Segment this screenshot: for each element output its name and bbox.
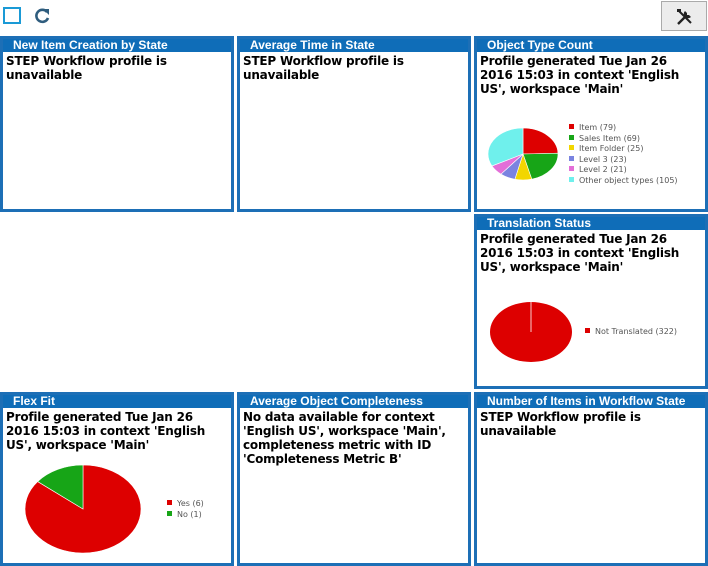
legend-item: Other object types (105)	[569, 176, 678, 187]
pie-slice	[522, 152, 559, 180]
legend-item: No (1)	[167, 510, 204, 521]
panel-title: Average Time in State	[240, 39, 468, 52]
chart-legend: Item (79) Sales Item (69) Item Folder (25)…	[569, 123, 678, 186]
panel-title: Translation Status	[477, 217, 705, 230]
legend-item: Yes (6)	[167, 499, 204, 510]
panel-title: Flex Fit	[3, 395, 231, 408]
legend-swatch	[569, 134, 574, 140]
panel-title: Object Type Count	[477, 39, 705, 52]
panel-average-time: Average Time in State STEP Workflow prof…	[237, 36, 471, 212]
panel-message: No data available for context 'English U…	[243, 410, 446, 466]
panel-title: New Item Creation by State	[3, 39, 231, 52]
legend-item: Level 2 (21)	[569, 165, 678, 176]
square-outline-icon[interactable]	[2, 6, 22, 26]
panel-average-completeness: Average Object Completeness No data avai…	[237, 392, 471, 566]
pie-slice	[487, 127, 524, 167]
tools-icon	[677, 9, 692, 25]
translation-pie-chart	[490, 302, 572, 362]
chart-legend: Not Translated (322)	[585, 327, 677, 338]
flex-fit-pie-chart	[24, 464, 142, 554]
legend-swatch	[569, 145, 574, 150]
legend-label: No (1)	[177, 509, 202, 519]
panel-message: STEP Workflow profile is unavailable	[6, 54, 167, 82]
panel-flex-fit: Flex Fit Profile generated Tue Jan 26 20…	[0, 392, 234, 566]
pie-slice	[522, 127, 559, 155]
legend-label: Item Folder (25)	[579, 144, 644, 153]
panel-translation-status: Translation Status Profile generated Tue…	[474, 214, 708, 389]
legend-item: Item Folder (25)	[569, 144, 678, 155]
legend-swatch	[569, 176, 574, 182]
pie-slice	[37, 464, 84, 510]
legend-item: Sales Item (69)	[569, 134, 678, 145]
panel-message: Profile generated Tue Jan 26 2016 15:03 …	[6, 410, 206, 452]
panel-message: Profile generated Tue Jan 26 2016 15:03 …	[480, 54, 680, 96]
legend-label: Level 3 (23)	[579, 154, 627, 164]
object-type-pie-chart	[487, 127, 559, 181]
legend-swatch	[569, 166, 574, 171]
legend-swatch	[167, 500, 172, 505]
legend-label: Not Translated (322)	[595, 327, 678, 336]
panel-new-item-creation: New Item Creation by State STEP Workflow…	[0, 36, 234, 212]
panel-title: Average Object Completeness	[240, 395, 468, 408]
legend-swatch	[167, 510, 172, 516]
panel-workflow-items: Number of Items in Workflow State STEP W…	[474, 392, 708, 566]
legend-item: Level 3 (23)	[569, 155, 678, 166]
legend-label: Level 2 (21)	[579, 165, 627, 174]
legend-swatch	[569, 155, 574, 161]
legend-item: Item (79)	[569, 123, 678, 134]
panel-message: Profile generated Tue Jan 26 2016 15:03 …	[480, 232, 680, 274]
legend-label: Item (79)	[579, 123, 617, 132]
panel-message: STEP Workflow profile is unavailable	[480, 410, 641, 438]
panel-message: STEP Workflow profile is unavailable	[243, 54, 404, 82]
legend-label: Yes (6)	[177, 499, 204, 508]
legend-item: Not Translated (322)	[585, 327, 677, 338]
chart-legend: Yes (6) No (1)	[167, 499, 204, 520]
legend-label: Sales Item (69)	[579, 133, 641, 143]
tools-button[interactable]	[661, 1, 707, 31]
panel-title: Number of Items in Workflow State	[477, 395, 705, 408]
legend-label: Other object types (105)	[579, 175, 678, 185]
legend-swatch	[569, 124, 574, 129]
legend-swatch	[585, 328, 590, 333]
refresh-icon[interactable]	[32, 6, 52, 26]
panel-object-type-count: Object Type Count Profile generated Tue …	[474, 36, 708, 212]
